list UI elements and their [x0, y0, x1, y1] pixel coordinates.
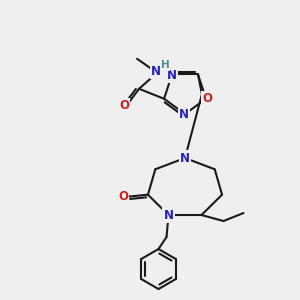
Text: N: N	[151, 65, 161, 78]
Text: N: N	[164, 208, 173, 221]
Text: H: H	[161, 60, 170, 70]
Text: O: O	[202, 92, 212, 105]
Text: N: N	[180, 152, 190, 164]
Text: O: O	[119, 99, 129, 112]
Text: N: N	[179, 107, 189, 121]
Text: N: N	[167, 69, 177, 82]
Text: O: O	[118, 190, 128, 203]
